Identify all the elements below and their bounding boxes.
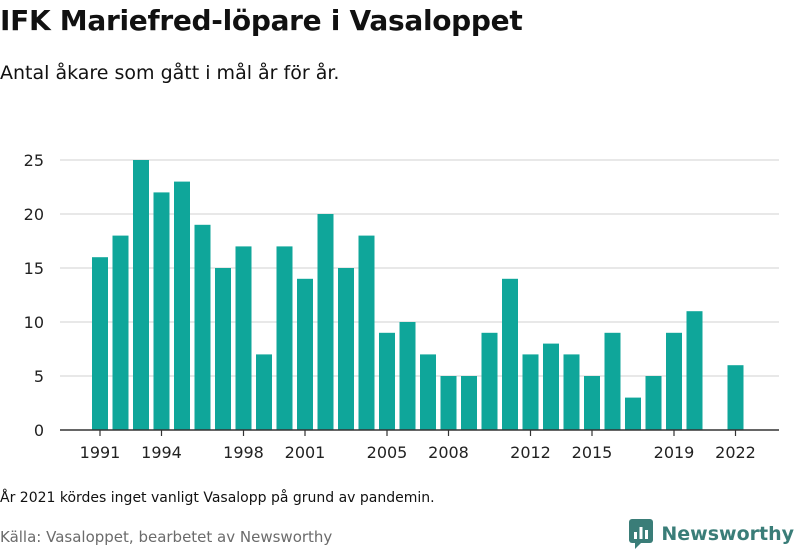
- bar-2005: [379, 332, 395, 430]
- x-tick-label: 2022: [715, 443, 756, 462]
- bar-2018: [645, 376, 662, 430]
- bar-2010: [481, 332, 498, 430]
- x-tick-label: 1991: [80, 443, 121, 462]
- y-tick-label: 15: [24, 259, 44, 278]
- bar-2014: [563, 354, 580, 430]
- y-tick-label: 20: [24, 205, 44, 224]
- bar-2009: [461, 376, 477, 430]
- brand-logo: Newsworthy: [629, 519, 794, 549]
- bar-2011: [502, 278, 518, 430]
- bar-2001: [297, 278, 313, 430]
- brand-name: Newsworthy: [661, 523, 794, 545]
- bar-2020: [686, 311, 703, 430]
- x-tick-label: 2005: [367, 443, 408, 462]
- bar-2012: [522, 354, 539, 430]
- y-tick-label: 0: [34, 421, 44, 440]
- bar-1999: [256, 354, 272, 430]
- bar-2013: [543, 343, 559, 430]
- newsworthy-logo-icon: [629, 519, 654, 549]
- x-tick-label: 1994: [141, 443, 182, 462]
- x-tick-label: 2019: [654, 443, 695, 462]
- bar-1992: [112, 235, 129, 430]
- bar-2015: [584, 376, 600, 430]
- x-tick-label: 2012: [510, 443, 551, 462]
- bar-2017: [625, 397, 641, 430]
- axes: 0 5 10 15 20 25 1991 1994 1998 2001 2005 2008 2012 20…: [24, 151, 779, 462]
- bar-2004: [358, 235, 375, 430]
- bar-1998: [235, 246, 252, 430]
- bar-2000: [276, 246, 293, 430]
- bar-1995: [174, 181, 190, 430]
- bar-1996: [194, 224, 211, 430]
- bar-2019: [666, 332, 682, 430]
- bar-2008: [440, 376, 457, 430]
- x-tick-label: 2008: [428, 443, 469, 462]
- bar-2016: [604, 332, 621, 430]
- y-tick-label: 25: [24, 151, 44, 170]
- y-tick-label: 5: [34, 367, 44, 386]
- bar-1991: [92, 257, 108, 430]
- bars: [92, 160, 744, 430]
- chart-title: IFK Mariefred-löpare i Vasaloppet: [0, 4, 523, 37]
- bar-2006: [399, 322, 416, 430]
- footnote: År 2021 kördes inget vanligt Vasalopp på…: [0, 490, 435, 506]
- x-tick-label: 1998: [223, 443, 264, 462]
- bar-1997: [215, 268, 231, 430]
- x-tick-label: 2001: [285, 443, 326, 462]
- y-tick-label: 10: [24, 313, 44, 332]
- bar-1993: [133, 160, 149, 430]
- bar-2007: [420, 354, 436, 430]
- bar-2022: [727, 365, 744, 430]
- x-tick-label: 2015: [572, 443, 613, 462]
- bar-2003: [338, 268, 354, 430]
- source-text: Källa: Vasaloppet, bearbetet av Newswort…: [0, 528, 333, 546]
- bar-1994: [153, 192, 170, 430]
- bar-2002: [317, 214, 334, 430]
- bar-chart: 0 5 10 15 20 25 1991 1994 1998 2001 2005 2008 2012 20…: [24, 151, 779, 462]
- chart-subtitle: Antal åkare som gått i mål år för år.: [0, 62, 340, 84]
